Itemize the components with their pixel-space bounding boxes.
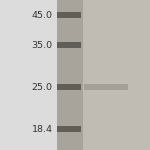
Bar: [84, 84, 128, 90]
Bar: [57, 84, 81, 90]
Bar: [57, 12, 81, 18]
Bar: [57, 42, 81, 48]
Bar: [82, 0, 150, 150]
Text: 25.0: 25.0: [32, 82, 52, 91]
Text: 45.0: 45.0: [32, 11, 52, 20]
Bar: [57, 0, 150, 150]
Bar: [57, 0, 82, 150]
Bar: [57, 126, 81, 132]
Text: 18.4: 18.4: [32, 124, 52, 134]
Text: 35.0: 35.0: [31, 40, 52, 50]
